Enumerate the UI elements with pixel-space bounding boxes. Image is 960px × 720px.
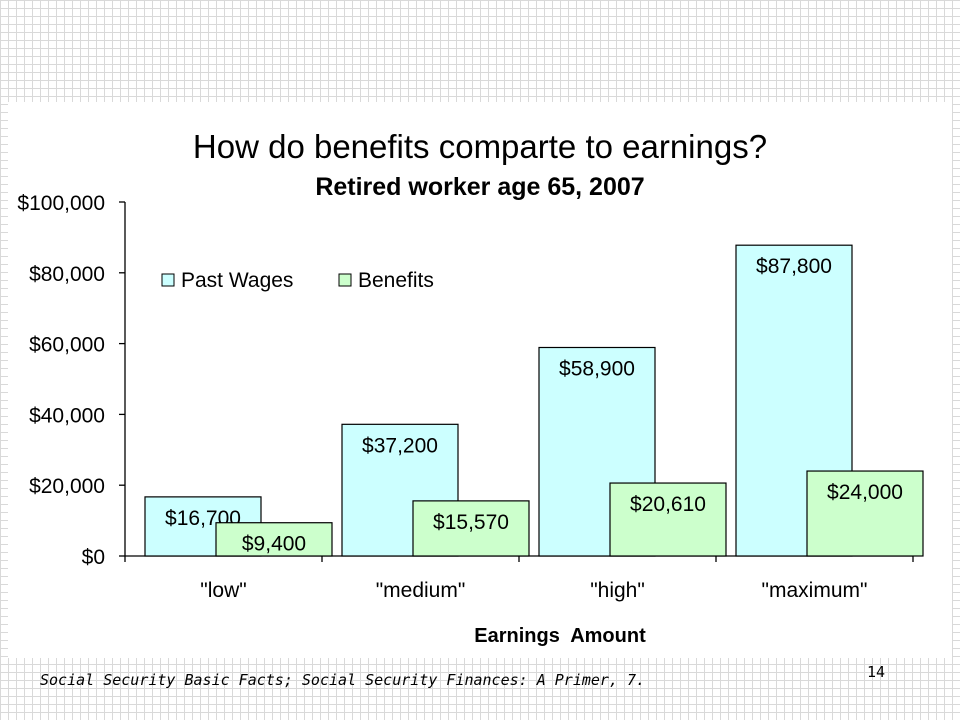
y-tick-label: $40,000: [29, 404, 105, 427]
chart-title: How do benefits comparte to earnings?: [193, 128, 767, 165]
y-tick-label: $60,000: [29, 334, 105, 357]
y-tick-label: $80,000: [29, 263, 105, 286]
legend-label: Past Wages: [181, 269, 293, 292]
x-category-label: "medium": [376, 579, 466, 602]
bar-benefits: [609, 482, 727, 557]
bar-data-label: $58,900: [559, 357, 635, 380]
y-tick-label: $100,000: [17, 192, 105, 215]
x-axis-title: Earnings Amount: [474, 625, 646, 647]
x-category-label: "high": [590, 579, 645, 602]
bar-data-label: $20,610: [630, 493, 706, 516]
bar-benefits: [215, 522, 333, 557]
page-number: 14: [867, 663, 886, 681]
x-category-label: "low": [200, 579, 246, 602]
bar-data-label: $15,570: [433, 511, 509, 534]
bar-data-label: $24,000: [827, 481, 903, 504]
x-category-label: "maximum": [762, 579, 868, 602]
bar-benefits: [412, 500, 530, 557]
legend-label: Benefits: [358, 269, 434, 292]
bars: $16,700$9,400"low"$37,200$15,570"medium"…: [124, 244, 924, 602]
bar-data-label: $37,200: [362, 434, 438, 457]
bar-benefits: [806, 470, 924, 557]
footer-citation: Social Security Basic Facts; Social Secu…: [40, 671, 646, 689]
bar-data-label: $87,800: [756, 255, 832, 278]
bar-data-label: $9,400: [242, 533, 306, 556]
legend-swatch-past-wages: [161, 273, 175, 287]
legend: Past Wages Benefits: [161, 269, 434, 292]
y-tick-label: $20,000: [29, 475, 105, 498]
chart-subtitle: Retired worker age 65, 2007: [315, 173, 644, 201]
y-tick-label: $0: [82, 546, 105, 569]
legend-swatch-benefits: [338, 273, 352, 287]
